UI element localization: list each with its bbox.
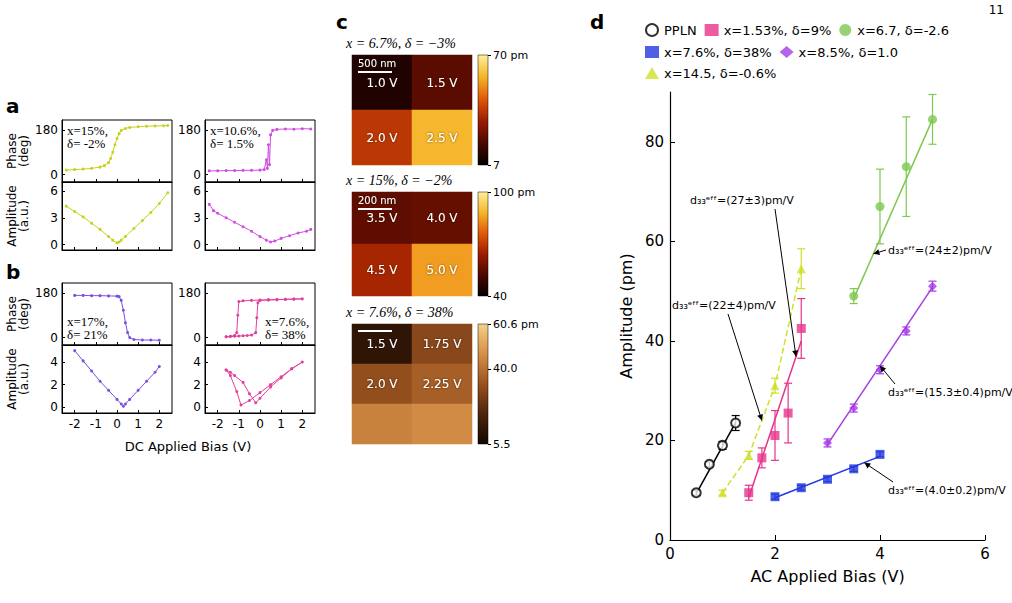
svg-text:0: 0 bbox=[50, 168, 58, 182]
svg-text:PPLN: PPLN bbox=[664, 23, 697, 38]
svg-text:40: 40 bbox=[645, 332, 664, 350]
svg-text:δ= 38%: δ= 38% bbox=[265, 327, 306, 342]
svg-text:x = 6.7%, δ = −3%: x = 6.7%, δ = −3% bbox=[345, 36, 456, 51]
svg-text:x=10.6%,: x=10.6%, bbox=[210, 123, 261, 138]
svg-text:x=8.5%, δ=1.0: x=8.5%, δ=1.0 bbox=[799, 45, 898, 60]
svg-text:d₃₃ᵉᶠᶠ=(4.0±0.2)pm/V: d₃₃ᵉᶠᶠ=(4.0±0.2)pm/V bbox=[888, 484, 1006, 497]
svg-text:2: 2 bbox=[155, 417, 163, 431]
svg-text:d₃₃ᵉᶠᶠ=(15.3±0.4)pm/V: d₃₃ᵉᶠᶠ=(15.3±0.4)pm/V bbox=[888, 386, 1012, 399]
svg-text:70 pm: 70 pm bbox=[493, 49, 528, 62]
svg-text:40: 40 bbox=[493, 290, 507, 303]
svg-text:(a.u.): (a.u.) bbox=[17, 363, 31, 395]
svg-text:0: 0 bbox=[193, 238, 201, 252]
svg-text:d₃₃ᵉᶠᶠ=(24±2)pm/V: d₃₃ᵉᶠᶠ=(24±2)pm/V bbox=[888, 244, 992, 257]
svg-text:4: 4 bbox=[50, 355, 58, 369]
svg-text:2: 2 bbox=[298, 417, 306, 431]
svg-text:x=7.6%,: x=7.6%, bbox=[265, 314, 310, 329]
svg-text:d: d bbox=[590, 10, 604, 34]
svg-text:Amplitude: Amplitude bbox=[5, 348, 19, 410]
svg-text:AC Applied Bias (V): AC Applied Bias (V) bbox=[750, 567, 904, 586]
svg-text:x=1.53%, δ=9%: x=1.53%, δ=9% bbox=[724, 23, 832, 38]
svg-text:5.5: 5.5 bbox=[493, 438, 511, 451]
svg-text:40.0: 40.0 bbox=[493, 362, 518, 375]
svg-text:2.0 V: 2.0 V bbox=[366, 377, 398, 391]
svg-text:180: 180 bbox=[178, 123, 201, 137]
svg-text:x=17%,: x=17%, bbox=[67, 314, 108, 329]
svg-text:Amplitude: Amplitude bbox=[5, 185, 19, 247]
svg-text:0: 0 bbox=[50, 331, 58, 345]
svg-text:δ= -2%: δ= -2% bbox=[67, 136, 106, 151]
svg-text:0: 0 bbox=[50, 238, 58, 252]
svg-text:4: 4 bbox=[875, 545, 885, 563]
svg-text:4.0 V: 4.0 V bbox=[426, 211, 458, 225]
svg-text:b: b bbox=[6, 260, 20, 284]
svg-text:2: 2 bbox=[50, 378, 58, 392]
svg-text:x = 15%, δ = −2%: x = 15%, δ = −2% bbox=[345, 173, 452, 188]
svg-text:(deg): (deg) bbox=[17, 298, 31, 330]
svg-text:100 pm: 100 pm bbox=[493, 186, 535, 199]
svg-text:0: 0 bbox=[654, 531, 664, 549]
svg-text:DC Applied Bias (V): DC Applied Bias (V) bbox=[125, 439, 252, 454]
svg-text:x=14.5, δ=-0.6%: x=14.5, δ=-0.6% bbox=[664, 66, 776, 81]
svg-text:60: 60 bbox=[645, 232, 664, 250]
svg-text:Phase: Phase bbox=[5, 296, 19, 332]
svg-text:0: 0 bbox=[193, 400, 201, 414]
svg-text:(a.u.): (a.u.) bbox=[17, 200, 31, 232]
svg-text:x = 7.6%, δ = 38%: x = 7.6%, δ = 38% bbox=[345, 305, 453, 320]
svg-text:3.5 V: 3.5 V bbox=[366, 211, 398, 225]
svg-text:180: 180 bbox=[35, 123, 58, 137]
svg-text:-1: -1 bbox=[233, 417, 245, 431]
svg-text:1.5 V: 1.5 V bbox=[426, 76, 458, 90]
svg-text:6: 6 bbox=[193, 184, 201, 198]
svg-text:2: 2 bbox=[193, 378, 201, 392]
svg-text:80: 80 bbox=[645, 133, 664, 151]
svg-text:3: 3 bbox=[50, 211, 58, 225]
svg-text:1: 1 bbox=[277, 417, 285, 431]
svg-text:-2: -2 bbox=[69, 417, 81, 431]
svg-text:2: 2 bbox=[770, 545, 780, 563]
svg-text:2.5 V: 2.5 V bbox=[426, 131, 458, 145]
svg-text:-1: -1 bbox=[90, 417, 102, 431]
svg-text:0: 0 bbox=[193, 331, 201, 345]
svg-text:180: 180 bbox=[35, 286, 58, 300]
svg-text:Phase: Phase bbox=[5, 133, 19, 169]
svg-text:60.6 pm: 60.6 pm bbox=[493, 318, 539, 331]
svg-text:6: 6 bbox=[50, 184, 58, 198]
svg-text:x=6.7, δ=-2.6: x=6.7, δ=-2.6 bbox=[857, 23, 949, 38]
svg-text:x=7.6%, δ=38%: x=7.6%, δ=38% bbox=[664, 45, 772, 60]
svg-text:0: 0 bbox=[256, 417, 264, 431]
svg-text:(deg): (deg) bbox=[17, 135, 31, 167]
svg-text:δ= 21%: δ= 21% bbox=[67, 327, 108, 342]
svg-text:7: 7 bbox=[493, 159, 500, 172]
svg-text:200 nm: 200 nm bbox=[358, 195, 396, 206]
svg-text:x=15%,: x=15%, bbox=[67, 123, 108, 138]
svg-text:1.0 V: 1.0 V bbox=[366, 76, 398, 90]
svg-text:0: 0 bbox=[50, 400, 58, 414]
svg-text:Amplitude (pm): Amplitude (pm) bbox=[617, 253, 636, 378]
svg-text:6: 6 bbox=[980, 545, 990, 563]
svg-text:2.0 V: 2.0 V bbox=[366, 131, 398, 145]
svg-text:4.5 V: 4.5 V bbox=[366, 263, 398, 277]
svg-text:a: a bbox=[6, 94, 20, 118]
svg-text:180: 180 bbox=[178, 286, 201, 300]
svg-text:d₃₃ᵉᶠᶠ=(22±4)pm/V: d₃₃ᵉᶠᶠ=(22±4)pm/V bbox=[672, 299, 776, 312]
svg-text:-2: -2 bbox=[212, 417, 224, 431]
svg-text:c: c bbox=[336, 10, 348, 34]
svg-text:0: 0 bbox=[193, 168, 201, 182]
svg-text:d₃₃ᵉᶠᶠ=(27±3)pm/V: d₃₃ᵉᶠᶠ=(27±3)pm/V bbox=[690, 194, 794, 207]
svg-text:0: 0 bbox=[665, 545, 675, 563]
svg-text:0: 0 bbox=[113, 417, 121, 431]
svg-text:1.5 V: 1.5 V bbox=[366, 337, 398, 351]
svg-text:1: 1 bbox=[134, 417, 142, 431]
svg-text:5.0 V: 5.0 V bbox=[426, 263, 458, 277]
svg-text:3: 3 bbox=[193, 211, 201, 225]
svg-text:4: 4 bbox=[193, 355, 201, 369]
svg-text:500 nm: 500 nm bbox=[358, 58, 396, 69]
svg-text:2.25 V: 2.25 V bbox=[423, 377, 463, 391]
svg-text:11: 11 bbox=[989, 3, 1004, 17]
svg-text:1.75 V: 1.75 V bbox=[423, 337, 463, 351]
svg-text:20: 20 bbox=[645, 431, 664, 449]
svg-text:δ= 1.5%: δ= 1.5% bbox=[210, 136, 254, 151]
